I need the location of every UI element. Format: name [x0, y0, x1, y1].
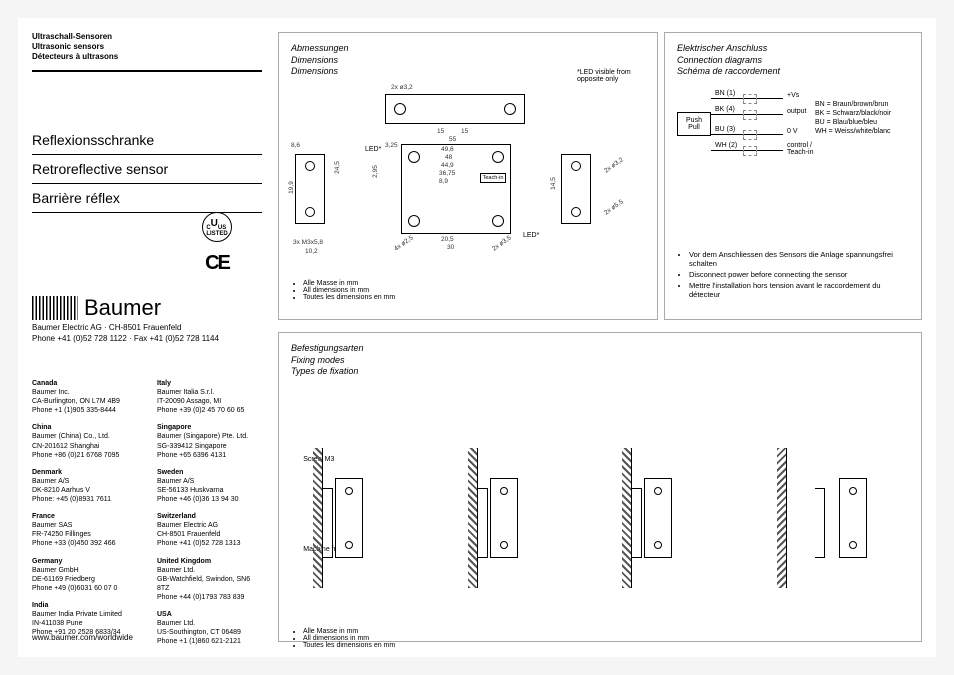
- certifications: CUUSLISTED CE: [202, 212, 232, 278]
- category-header: Ultraschall-Sensoren Ultrasonic sensors …: [32, 32, 262, 62]
- led-label: LED*: [365, 146, 381, 153]
- product-title-de: Reflexionsschranke: [32, 132, 262, 148]
- connector-pin-icon: [743, 94, 757, 104]
- mount-variant-1: Screw M3 Machine front: [313, 448, 423, 588]
- mount-variant-3: [622, 448, 732, 588]
- contacts-grid: CanadaBaumer Inc.CA-Burlington, ON L7M 4…: [32, 371, 262, 646]
- ce-mark-icon: CE: [202, 248, 232, 278]
- brand-logo: Baumer: [32, 295, 262, 321]
- side-view-right: [561, 154, 591, 224]
- contact-block: ItalyBaumer Italia S.r.l.IT-20090 Assago…: [157, 379, 262, 415]
- contact-block: DenmarkBaumer A/SDK-8210 Aarhus VPhone: …: [32, 468, 137, 504]
- panel-title: Befestigungsarten Fixing modes Types de …: [291, 343, 909, 378]
- website-url: www.baumer.com/worldwide: [32, 633, 133, 642]
- contact-block: USABaumer Ltd.US-Southington, CT 06489Ph…: [157, 610, 262, 646]
- header-en: Ultrasonic sensors: [32, 42, 262, 52]
- contact-block: FranceBaumer SASFR-74250 FillingesPhone …: [32, 512, 137, 548]
- product-titles: Reflexionsschranke Retroreflective senso…: [32, 132, 262, 213]
- led-label: LED*: [523, 232, 539, 239]
- contact-block: SwitzerlandBaumer Electric AGCH-8501 Fra…: [157, 512, 262, 548]
- dimensions-panel: Abmessungen Dimensions Dimensions *LED v…: [278, 32, 658, 320]
- contact-block: SwedenBaumer A/SSE-56133 HuskvarnaPhone …: [157, 468, 262, 504]
- ul-listed-icon: CUUSLISTED: [202, 212, 232, 242]
- contact-block: CanadaBaumer Inc.CA-Burlington, ON L7M 4…: [32, 379, 137, 415]
- contact-block: United KingdomBaumer Ltd.GB-Watchfield, …: [157, 557, 262, 602]
- led-note: *LED visible from opposite only: [577, 69, 647, 83]
- contact-block: IndiaBaumer India Private LimitedIN-4110…: [32, 601, 137, 637]
- top-view: [385, 94, 525, 124]
- logo-stripes-icon: [32, 296, 78, 320]
- company-phone: Phone +41 (0)52 728 1122 · Fax +41 (0)52…: [32, 334, 262, 343]
- connector-pin-icon: [743, 130, 757, 140]
- contacts-right: ItalyBaumer Italia S.r.l.IT-20090 Assago…: [157, 371, 262, 646]
- contact-block: SingaporeBaumer (Singapore) Pte. Ltd.SG-…: [157, 423, 262, 459]
- fixing-modes-panel: Befestigungsarten Fixing modes Types de …: [278, 332, 922, 642]
- datasheet: Ultraschall-Sensoren Ultrasonic sensors …: [18, 18, 936, 657]
- wire-color-legend: BN = Braun/brown/brun BK = Schwarz/black…: [815, 100, 911, 136]
- contacts-left: CanadaBaumer Inc.CA-Burlington, ON L7M 4…: [32, 371, 137, 646]
- mount-variant-2: [468, 448, 578, 588]
- connection-warnings: Vor dem Anschliessen des Sensors die Anl…: [677, 250, 909, 299]
- company-address: Baumer Electric AG · CH-8501 Frauenfeld: [32, 323, 262, 332]
- header-de: Ultraschall-Sensoren: [32, 32, 262, 42]
- front-view: Teach-in: [401, 144, 511, 234]
- mount-variant-4: [777, 448, 887, 588]
- teach-in-area: Teach-in: [480, 173, 506, 183]
- dimension-notes: Alle Masse in mm All dimensions in mm To…: [291, 280, 645, 301]
- panel-title: Elektrischer Anschluss Connection diagra…: [677, 43, 909, 78]
- product-title-fr: Barrière réflex: [32, 190, 262, 206]
- contact-block: GermanyBaumer GmbHDE-61169 FriedbergPhon…: [32, 557, 137, 593]
- divider: [32, 154, 262, 155]
- contact-block: ChinaBaumer (China) Co., Ltd.CN-201612 S…: [32, 423, 137, 459]
- product-title-en: Retroreflective sensor: [32, 161, 262, 177]
- connection-panel: Elektrischer Anschluss Connection diagra…: [664, 32, 922, 320]
- logo-text: Baumer: [84, 295, 161, 321]
- divider: [32, 183, 262, 184]
- header-fr: Détecteurs à ultrasons: [32, 52, 262, 62]
- fixing-notes: Alle Masse in mm All dimensions in mm To…: [291, 628, 909, 649]
- side-view-left: [295, 154, 325, 224]
- connector-pin-icon: [743, 146, 757, 156]
- push-pull-block: Push Pull: [677, 112, 711, 136]
- mounting-diagrams: Screw M3 Machine front: [291, 408, 909, 588]
- divider: [32, 70, 262, 72]
- technical-drawing: LED* LED* 2x ø3,2 15 15 55 8,6 19,9 24,5…: [291, 84, 641, 274]
- left-column: Ultraschall-Sensoren Ultrasonic sensors …: [32, 32, 262, 642]
- wiring-diagram: Push Pull BN (1) +Vs BK (4) output BU (3…: [677, 84, 909, 174]
- connector-pin-icon: [743, 110, 757, 120]
